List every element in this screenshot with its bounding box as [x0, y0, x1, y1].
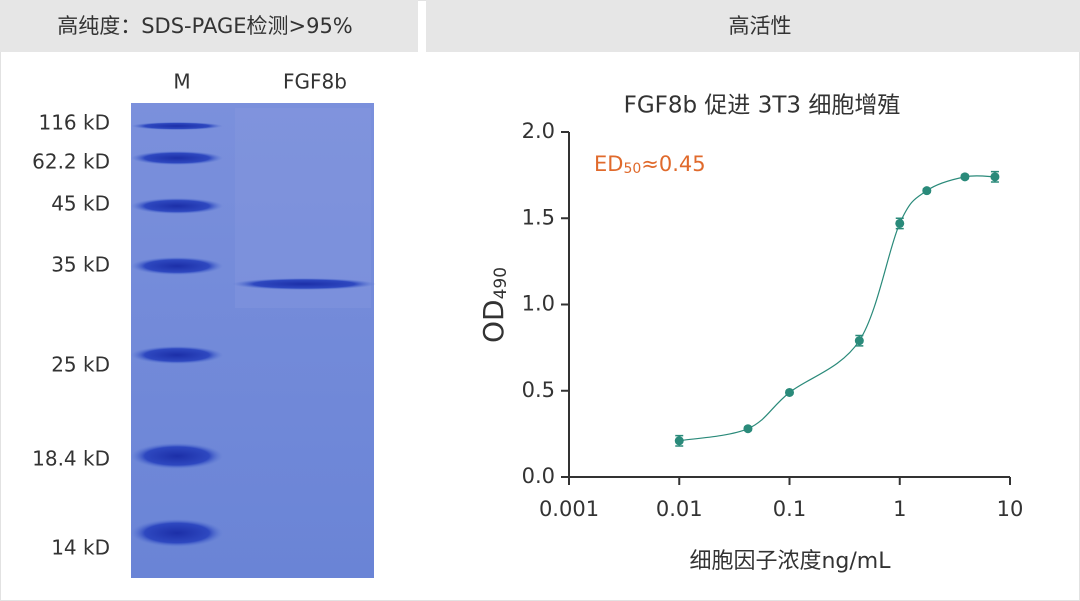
y-tick-label: 2.0	[522, 119, 555, 143]
data-point	[785, 387, 794, 397]
chart-title: FGF8b 促进 3T3 细胞增殖	[624, 93, 901, 119]
header-bar	[426, 0, 1080, 52]
y-tick-label: 1.0	[522, 292, 555, 316]
marker-band	[131, 346, 223, 364]
annotation-text: ED	[594, 152, 623, 176]
x-tick-label: 10	[997, 497, 1024, 521]
annotation-text: ≈0.45	[641, 152, 705, 176]
lane-label: M	[173, 70, 190, 94]
panel-header: 高活性	[729, 14, 792, 38]
marker-label: 18.4 kD	[32, 447, 110, 471]
y-axis-label-text: OD	[477, 299, 510, 343]
y-tick-label: 1.5	[522, 205, 555, 229]
y-tick-label: 0.5	[522, 378, 555, 402]
x-tick-label: 0.1	[773, 497, 806, 521]
marker-band	[131, 443, 223, 469]
marker-label: 25 kD	[51, 353, 110, 377]
chart: FGF8b 促进 3T3 细胞增殖 ED50≈0.45 OD490 细胞因子浓度…	[477, 93, 1023, 575]
gel-background	[131, 103, 374, 578]
data-point	[922, 186, 932, 196]
header-bar	[0, 0, 418, 52]
x-axis-label: 细胞因子浓度ng/mL	[689, 549, 891, 574]
marker-label: 62.2 kD	[32, 150, 110, 174]
gel: M FGF8b 116 kD 62.2 kD 45 kD 35 kD 25 kD…	[32, 70, 376, 578]
data-point	[674, 436, 684, 446]
y-axis-label: OD490	[477, 267, 511, 343]
panel-header: 高纯度：SDS-PAGE检测>95%	[57, 14, 353, 38]
gel-smear	[235, 108, 371, 308]
y-tick-label: 0.0	[522, 464, 555, 488]
marker-label: 45 kD	[51, 192, 110, 216]
fit-curve	[679, 175, 995, 442]
annotation: ED50≈0.45	[594, 152, 706, 177]
data-point	[743, 424, 753, 434]
marker-label: 35 kD	[51, 253, 110, 277]
marker-label: 116 kD	[38, 111, 110, 135]
x-tick-label: 0.001	[539, 497, 599, 521]
data-point	[960, 172, 970, 182]
x-tick-label: 0.01	[656, 497, 703, 521]
x-tick-label: 1	[893, 497, 906, 521]
annotation-subscript: 50	[623, 161, 641, 177]
marker-label: 14 kD	[51, 536, 110, 560]
marker-band	[131, 122, 223, 130]
marker-band	[131, 519, 223, 547]
lane-label: FGF8b	[283, 70, 347, 94]
data-point	[895, 218, 905, 228]
marker-band	[131, 151, 223, 165]
data-point	[990, 172, 1000, 182]
marker-band	[131, 257, 223, 275]
data-point	[854, 336, 864, 346]
y-axis-label-subscript: 490	[491, 267, 511, 299]
marker-band	[131, 198, 223, 214]
sample-band	[232, 278, 376, 290]
